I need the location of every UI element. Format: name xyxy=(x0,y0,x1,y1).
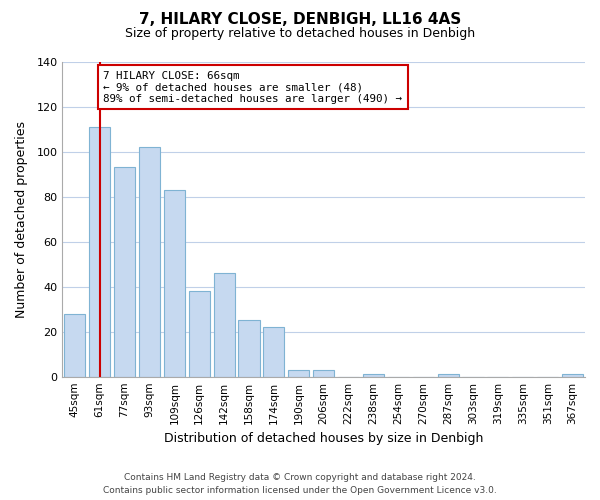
Bar xyxy=(214,273,235,376)
Text: 7, HILARY CLOSE, DENBIGH, LL16 4AS: 7, HILARY CLOSE, DENBIGH, LL16 4AS xyxy=(139,12,461,28)
Bar xyxy=(313,370,334,376)
Bar xyxy=(188,291,210,376)
Y-axis label: Number of detached properties: Number of detached properties xyxy=(15,120,28,318)
Bar xyxy=(89,127,110,376)
Text: Contains HM Land Registry data © Crown copyright and database right 2024.
Contai: Contains HM Land Registry data © Crown c… xyxy=(103,474,497,495)
Bar xyxy=(562,374,583,376)
Bar xyxy=(363,374,384,376)
Bar xyxy=(263,327,284,376)
Bar xyxy=(164,190,185,376)
X-axis label: Distribution of detached houses by size in Denbigh: Distribution of detached houses by size … xyxy=(164,432,484,445)
Bar xyxy=(139,147,160,376)
Bar xyxy=(238,320,260,376)
Bar xyxy=(288,370,310,376)
Text: Size of property relative to detached houses in Denbigh: Size of property relative to detached ho… xyxy=(125,28,475,40)
Bar xyxy=(437,374,458,376)
Bar xyxy=(64,314,85,376)
Text: 7 HILARY CLOSE: 66sqm
← 9% of detached houses are smaller (48)
89% of semi-detac: 7 HILARY CLOSE: 66sqm ← 9% of detached h… xyxy=(103,70,403,104)
Bar xyxy=(114,168,135,376)
